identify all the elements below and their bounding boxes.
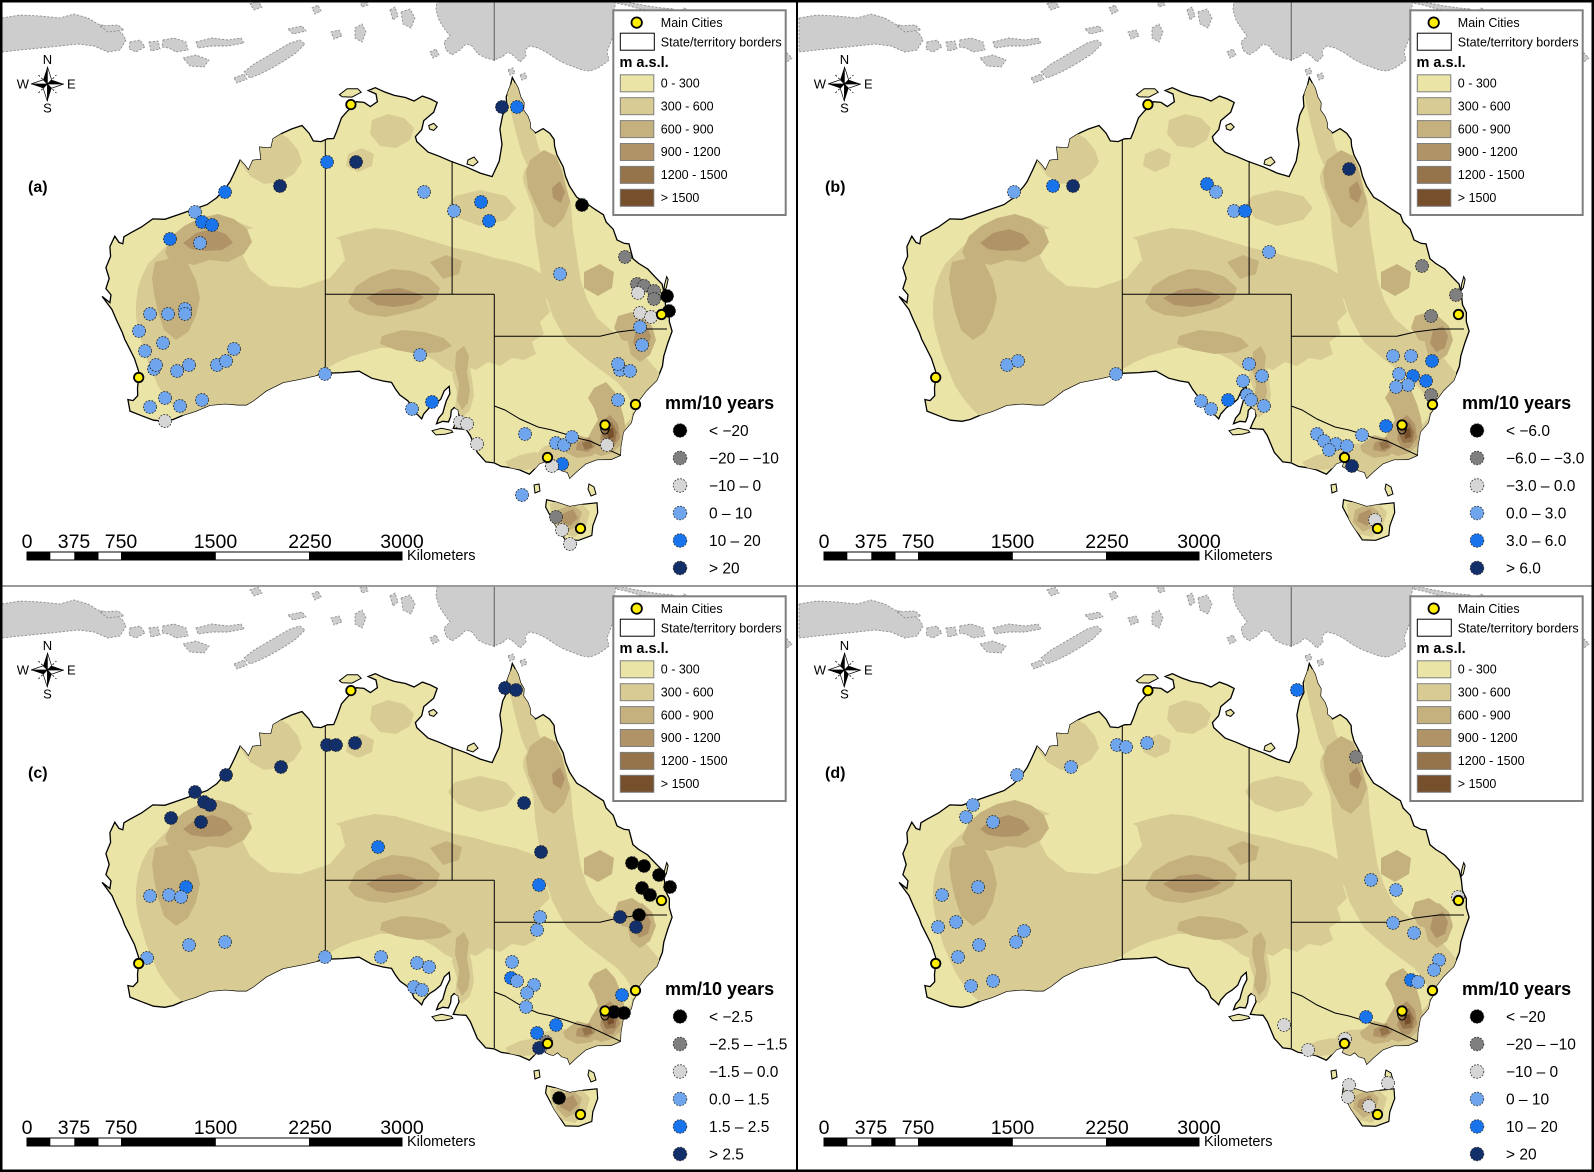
svg-text:0.0 – 3.0: 0.0 – 3.0	[1506, 505, 1567, 522]
svg-text:(a): (a)	[28, 179, 48, 196]
svg-text:−6.0 – −3.0: −6.0 – −3.0	[1506, 450, 1585, 467]
svg-text:−10 – 0: −10 – 0	[709, 478, 762, 495]
svg-text:−10 – 0: −10 – 0	[1506, 1064, 1559, 1081]
svg-text:1.5 – 2.5: 1.5 – 2.5	[709, 1119, 769, 1136]
svg-text:> 2.5: > 2.5	[709, 1146, 744, 1163]
svg-text:> 20: > 20	[709, 560, 740, 577]
svg-text:mm/10 years: mm/10 years	[665, 393, 774, 413]
svg-text:0 – 10: 0 – 10	[709, 505, 752, 522]
svg-text:< −20: < −20	[1506, 1009, 1546, 1026]
svg-text:mm/10 years: mm/10 years	[665, 979, 774, 999]
svg-text:10 – 20: 10 – 20	[709, 533, 761, 550]
svg-text:−3.0 – 0.0: −3.0 – 0.0	[1506, 478, 1576, 495]
svg-text:3.0 – 6.0: 3.0 – 6.0	[1506, 533, 1567, 550]
svg-text:0 – 10: 0 – 10	[1506, 1091, 1549, 1108]
svg-text:−20 – −10: −20 – −10	[709, 450, 779, 467]
svg-text:< −2.5: < −2.5	[709, 1009, 753, 1026]
svg-text:mm/10 years: mm/10 years	[1462, 979, 1571, 999]
svg-text:(c): (c)	[28, 765, 48, 782]
svg-text:0.0 – 1.5: 0.0 – 1.5	[709, 1091, 769, 1108]
svg-text:−1.5 – 0.0: −1.5 – 0.0	[709, 1064, 779, 1081]
svg-text:< −6.0: < −6.0	[1506, 423, 1550, 440]
svg-text:−20 – −10: −20 – −10	[1506, 1036, 1576, 1053]
svg-text:−2.5 – −1.5: −2.5 – −1.5	[709, 1036, 787, 1053]
svg-text:> 20: > 20	[1506, 1146, 1537, 1163]
svg-text:< −20: < −20	[709, 423, 749, 440]
svg-text:> 6.0: > 6.0	[1506, 560, 1541, 577]
svg-text:(d): (d)	[825, 765, 845, 782]
svg-text:(b): (b)	[825, 179, 845, 196]
svg-text:10 – 20: 10 – 20	[1506, 1119, 1558, 1136]
svg-text:mm/10 years: mm/10 years	[1462, 393, 1571, 413]
